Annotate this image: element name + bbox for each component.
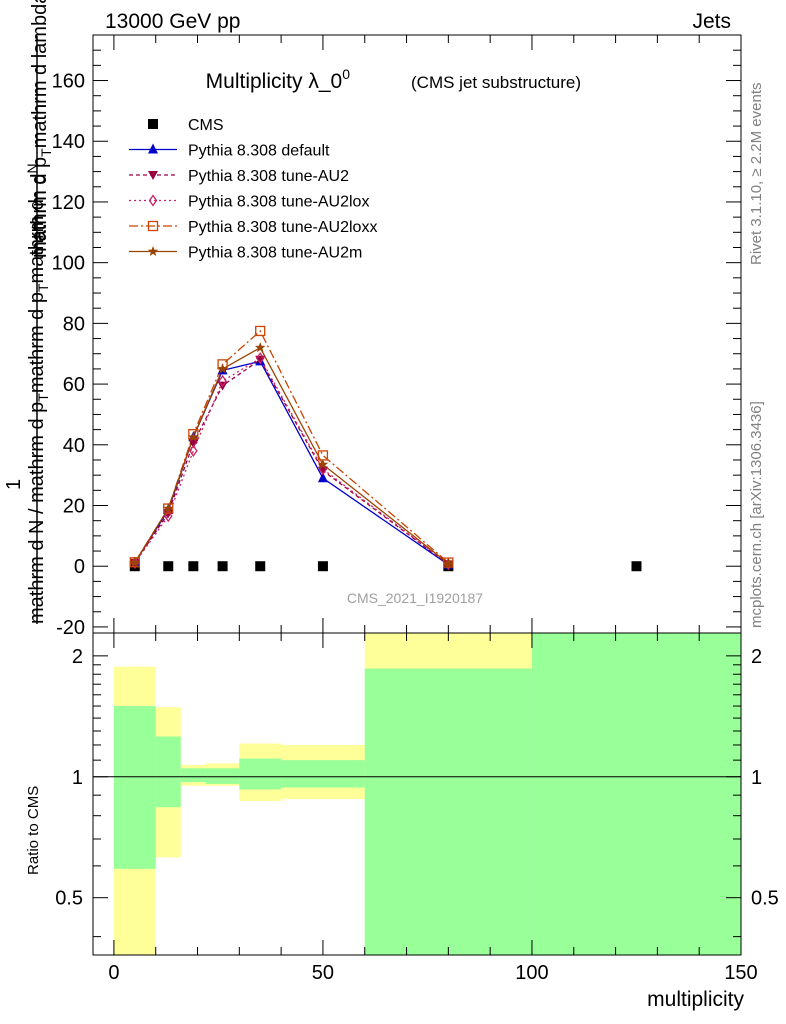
ratio-band-inner	[113, 706, 156, 869]
legend-label: Pythia 8.308 default	[188, 143, 330, 160]
legend-marker	[147, 246, 159, 256]
legend-item-pythia-8-308-tune-au2m: Pythia 8.308 tune-AU2m	[129, 245, 362, 262]
legend-marker	[148, 119, 158, 129]
data-point-pythia-8-308-tune-au2m	[443, 557, 454, 568]
series-line-pythia-8-308-tune-au2m	[134, 346, 449, 565]
series-line-pythia-8-308-tune-au2lox	[134, 357, 449, 565]
y-tick-label: 80	[63, 313, 85, 335]
header-left: 13000 GeV pp	[105, 10, 240, 33]
legend-marker	[148, 194, 158, 207]
y-tick-label: -20	[56, 617, 85, 639]
y-tick-label: 40	[63, 435, 85, 457]
ratio-y-tick-label: 2	[72, 646, 83, 668]
legend-marker	[147, 220, 159, 232]
chart-title: Multiplicity λ_00	[206, 66, 351, 93]
x-tick-label: 100	[515, 962, 548, 984]
legend-item-pythia-8-308-tune-au2: Pythia 8.308 tune-AU2	[129, 168, 349, 185]
ratio-y-tick-label: 0.5	[55, 888, 83, 910]
data-point-cms	[217, 561, 228, 572]
data-point-pythia-8-308-tune-au2	[255, 355, 266, 365]
legend-item-pythia-8-308-default: Pythia 8.308 default	[129, 143, 330, 160]
data-point-pythia-8-308-tune-au2lox	[189, 444, 198, 458]
y-tick-label: 100	[52, 253, 85, 275]
y-axis-label: mathrm dN 1 mathrm d N / mathrm d pTmath…	[3, 0, 54, 624]
x-axis-label: multiplicity	[647, 988, 744, 1011]
data-point-pythia-8-308-tune-au2lox	[255, 352, 265, 365]
data-point-pythia-8-308-tune-au2m	[188, 431, 199, 442]
y-tick-label: 20	[63, 496, 85, 518]
ylabel-one: 1	[3, 479, 25, 490]
series-line-pythia-8-308-tune-au2	[134, 358, 449, 565]
series-line-pythia-8-308-tune-au2loxx	[134, 329, 449, 564]
data-point-cms	[631, 561, 642, 572]
data-point-cms	[188, 561, 199, 572]
legend-marker	[148, 171, 158, 180]
data-point-pythia-8-308-tune-au2loxx	[255, 325, 266, 337]
ratio-bands	[113, 633, 741, 955]
data-point-pythia-8-308-tune-au2m	[163, 503, 174, 513]
data-point-cms	[255, 561, 266, 572]
ratio-ylabel: Ratio to CMS	[25, 786, 42, 875]
ratio-band-inner	[364, 668, 532, 955]
main-plot-series	[129, 325, 642, 572]
x-tick-label: 50	[312, 962, 334, 984]
ratio-plot-frame	[92, 632, 742, 956]
y-tick-label: 140	[52, 131, 85, 153]
ratio-y-tick-label-right: 1	[751, 767, 762, 789]
legend-label: CMS	[188, 117, 224, 134]
y-tick-label: 60	[63, 374, 85, 396]
data-point-pythia-8-308-tune-au2m	[317, 459, 329, 469]
main-plot-ticks: -20 0 20 40 60 80 100 120 140 160	[52, 34, 742, 639]
legend-marker	[148, 143, 158, 154]
ratio-band-inner	[155, 736, 181, 808]
ylabel-numerator: mathrm dN	[24, 163, 50, 258]
ratio-band-inner	[239, 758, 282, 790]
x-tick-label: 150	[724, 962, 757, 984]
legend-item-pythia-8-308-tune-au2loxx: Pythia 8.308 tune-AU2loxx	[129, 219, 377, 236]
ylabel-lower: mathrm d N / mathrm d pTmathrm d pTmathr…	[26, 199, 51, 624]
ratio-plot-ticks: 0.5 0.5 1 1 2 2 0 50 100 150	[55, 633, 779, 984]
ratio-band-inner	[531, 633, 741, 955]
analysis-watermark: CMS_2021_I1920187	[347, 590, 483, 606]
data-point-pythia-8-308-default	[317, 472, 328, 483]
y-tick-label: 120	[52, 192, 85, 214]
ratio-band-inner	[180, 768, 206, 783]
data-point-pythia-8-308-tune-au2lox	[218, 374, 227, 388]
ylabel-upper-den: mathrm d pTmathrm d lambda	[29, 0, 54, 258]
ratio-y-tick-label-right: 2	[751, 646, 762, 668]
x-tick-label: 0	[108, 962, 119, 984]
mcplots-label: mcplots.cern.ch [arXiv:1306.3436]	[748, 401, 765, 628]
data-point-pythia-8-308-tune-au2m	[129, 557, 141, 568]
data-point-pythia-8-308-tune-au2lox	[163, 509, 173, 523]
legend-item-pythia-8-308-tune-au2lox: Pythia 8.308 tune-AU2lox	[129, 194, 369, 211]
ratio-y-tick-label: 1	[72, 767, 83, 789]
rivet-label: Rivet 3.1.10, ≥ 2.2M events	[748, 83, 765, 266]
y-tick-label: 0	[74, 556, 85, 578]
header-right: Jets	[692, 10, 731, 33]
data-point-pythia-8-308-tune-au2m	[217, 363, 228, 374]
data-point-cms	[163, 561, 174, 572]
legend-label: Pythia 8.308 tune-AU2loxx	[188, 219, 377, 236]
data-point-pythia-8-308-tune-au2m	[254, 342, 266, 353]
ratio-band-inner	[205, 768, 240, 784]
legend-label: Pythia 8.308 tune-AU2	[188, 168, 349, 185]
chart-title-main: Multiplicity λ_0	[206, 70, 343, 93]
chart-title-sup: 0	[342, 66, 350, 82]
ratio-band-inner	[281, 760, 365, 788]
ratio-plot: 0.5 0.5 1 1 2 2 0 50 100 150 Ratio to CMS multipl…	[25, 632, 779, 1011]
y-tick-label: 160	[52, 71, 85, 93]
data-point-pythia-8-308-tune-au2	[188, 439, 199, 449]
main-plot: -20 0 20 40 60 80 100 120 140 160 Multiplicity λ_…	[3, 0, 742, 639]
series-line-pythia-8-308-default	[134, 360, 449, 566]
data-point-pythia-8-308-tune-au2	[317, 466, 328, 476]
chart-subtitle: (CMS jet substructure)	[411, 73, 581, 92]
legend-label: Pythia 8.308 tune-AU2lox	[188, 194, 369, 211]
legend-item-cms: CMS	[148, 117, 224, 134]
ratio-y-tick-label-right: 0.5	[751, 888, 779, 910]
data-point-cms	[317, 561, 328, 572]
legend: CMS Pythia 8.308 default Pythia 8.308 tune…	[129, 117, 377, 262]
legend-label: Pythia 8.308 tune-AU2m	[188, 245, 362, 262]
